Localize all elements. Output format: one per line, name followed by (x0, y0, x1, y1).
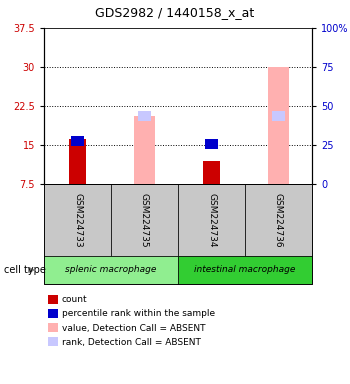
Text: rank, Detection Call = ABSENT: rank, Detection Call = ABSENT (62, 338, 201, 346)
Text: GSM224733: GSM224733 (73, 193, 82, 247)
Bar (205, 139, 218, 149)
Text: intestinal macrophage: intestinal macrophage (194, 265, 296, 275)
Text: count: count (62, 296, 88, 305)
Text: value, Detection Call = ABSENT: value, Detection Call = ABSENT (62, 323, 205, 333)
Text: GSM224734: GSM224734 (207, 193, 216, 247)
Text: GSM224736: GSM224736 (274, 193, 283, 247)
Text: GSM224735: GSM224735 (140, 193, 149, 247)
Text: splenic macrophage: splenic macrophage (65, 265, 157, 275)
Text: GDS2982 / 1440158_x_at: GDS2982 / 1440158_x_at (95, 6, 255, 19)
Text: percentile rank within the sample: percentile rank within the sample (62, 310, 215, 318)
Bar (203, 161, 220, 184)
Bar (134, 116, 155, 184)
Bar (71, 136, 84, 146)
Bar (268, 67, 289, 184)
Text: cell type: cell type (4, 265, 46, 275)
Bar (138, 111, 151, 121)
Bar (272, 111, 285, 121)
Bar (69, 139, 86, 184)
